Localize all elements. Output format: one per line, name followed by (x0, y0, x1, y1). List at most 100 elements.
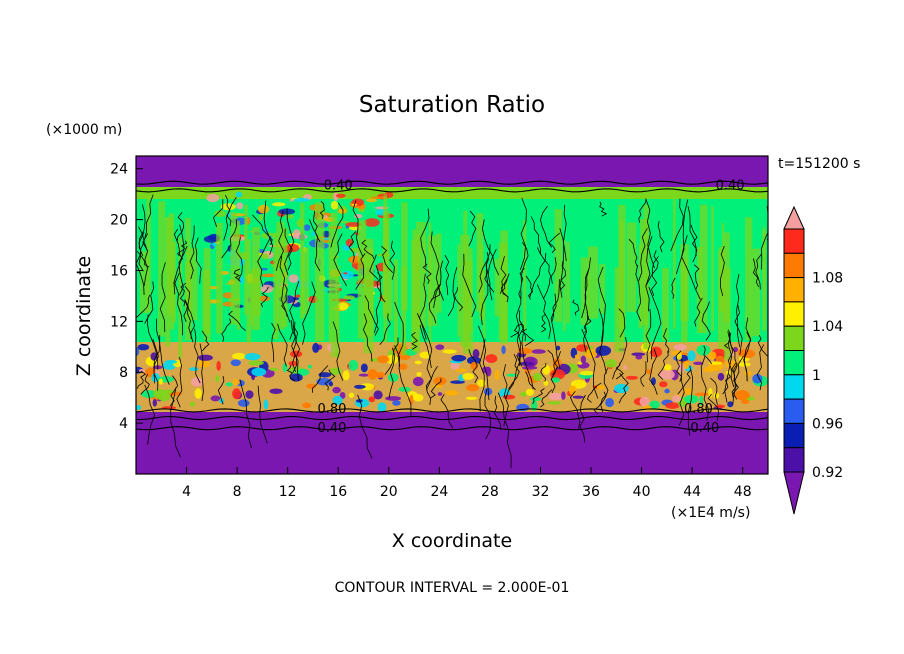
contour-patch (136, 405, 142, 410)
contour-line (153, 335, 161, 384)
contour-line (309, 219, 321, 272)
contour-patch (522, 365, 538, 370)
contour-line (425, 365, 438, 405)
contour-patch (225, 382, 233, 387)
contour-line (364, 295, 379, 336)
contour-line (628, 238, 638, 267)
contour-patch (519, 361, 535, 366)
contour-patch (713, 392, 720, 400)
contour-line (136, 426, 768, 431)
contour-line (756, 344, 765, 391)
colorbar-labels: 0.92 0.96 1 1.04 1.08 (812, 271, 843, 481)
contour-streak (672, 194, 676, 329)
contour-patch (466, 356, 481, 365)
contour-patch (663, 364, 672, 371)
contour-line (736, 274, 740, 347)
contour-patch (359, 383, 375, 391)
contour-patch (236, 202, 244, 210)
contour-line (199, 343, 204, 402)
contour-patch (245, 390, 254, 399)
contour-patch (343, 272, 348, 275)
x-tick-label: 44 (683, 484, 701, 500)
contour-line (501, 279, 509, 298)
contour-line (319, 200, 325, 220)
contour-line (540, 205, 552, 248)
contour-line (173, 228, 184, 260)
contour-line (744, 331, 752, 382)
contour-line (177, 240, 188, 257)
contour-patch (646, 368, 652, 375)
contour-line (444, 255, 450, 296)
contour-line (194, 328, 201, 384)
y-tick-label: 24 (110, 162, 128, 178)
contour-streak (476, 213, 484, 312)
contour-patch (230, 359, 241, 367)
contour-patch (651, 377, 656, 386)
contour-patch (398, 363, 408, 370)
contour-patch (355, 399, 363, 403)
upper-band (136, 187, 768, 199)
contour-patch (437, 392, 443, 396)
contour-patch (673, 344, 687, 351)
contour-patch (342, 370, 350, 381)
contour-patch (150, 352, 158, 361)
contour-line (542, 257, 557, 300)
contour-line (599, 201, 608, 217)
contour-streak (246, 239, 252, 343)
contour-patch (239, 276, 245, 284)
contour-line (615, 362, 624, 380)
contour-patch (330, 200, 339, 210)
contour-patch (725, 370, 733, 376)
contour-patch (392, 400, 401, 406)
contour-patch (501, 345, 506, 355)
contour-patch (409, 394, 414, 406)
contour-line (500, 273, 510, 303)
contour-streak (416, 221, 426, 329)
contour-line (484, 252, 495, 293)
contour-patch (293, 197, 310, 202)
contour-streak (168, 213, 175, 330)
contour-streak (699, 204, 708, 334)
contour-patch (639, 396, 650, 407)
contour-streak (554, 209, 563, 322)
contour-patch (708, 361, 723, 365)
contour-patch (269, 388, 283, 394)
contour-patch (595, 345, 612, 356)
contour-line (757, 335, 768, 358)
contour-line (428, 284, 441, 324)
contour-patch (556, 345, 561, 351)
contour-streak (711, 206, 715, 332)
contour-patch (386, 354, 399, 365)
contour-patch (550, 369, 566, 380)
contour-line (410, 331, 418, 350)
contour-streak (494, 258, 500, 317)
contour-patch (517, 347, 533, 355)
contour-patch (442, 349, 457, 354)
contour-streak (680, 244, 689, 322)
contour-patch (189, 367, 199, 372)
contour-patch (455, 368, 468, 373)
contour-line (174, 272, 183, 336)
contour-patch (335, 193, 346, 198)
contour-line (263, 200, 274, 255)
x-tick-label: 48 (734, 484, 752, 500)
contour-line (693, 264, 700, 290)
contour-streak (463, 260, 473, 354)
contour-patch (450, 380, 466, 384)
contour-line (271, 322, 276, 363)
contour-lines (136, 180, 768, 469)
contour-patch (198, 359, 211, 368)
contour-patch (520, 391, 528, 397)
colorbar (783, 205, 805, 515)
contour-patch (220, 203, 236, 211)
contour-line (547, 349, 558, 376)
contour-line (687, 365, 693, 436)
contour-patch (412, 376, 424, 387)
contour-line (468, 349, 479, 384)
contour-patch (477, 379, 486, 387)
contour-streak (566, 241, 570, 324)
contour-line (290, 320, 296, 372)
contour-patch (348, 359, 359, 371)
contour-patch (548, 392, 564, 401)
y-unit-label: (×1000 m) (46, 122, 122, 138)
